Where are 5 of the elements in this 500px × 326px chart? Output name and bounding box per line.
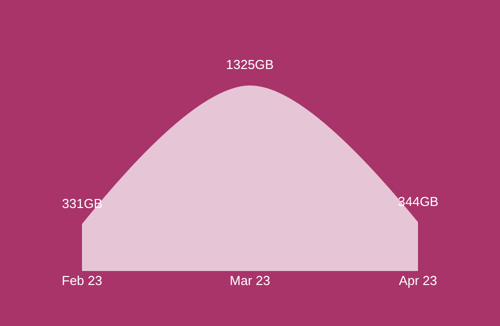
data-label: 1325GB	[226, 57, 274, 72]
x-tick-label: Apr 23	[398, 273, 438, 288]
x-tick-label: Mar 23	[230, 273, 270, 288]
x-tick-label: Feb 23	[62, 273, 102, 288]
data-label: 344GB	[398, 194, 438, 209]
